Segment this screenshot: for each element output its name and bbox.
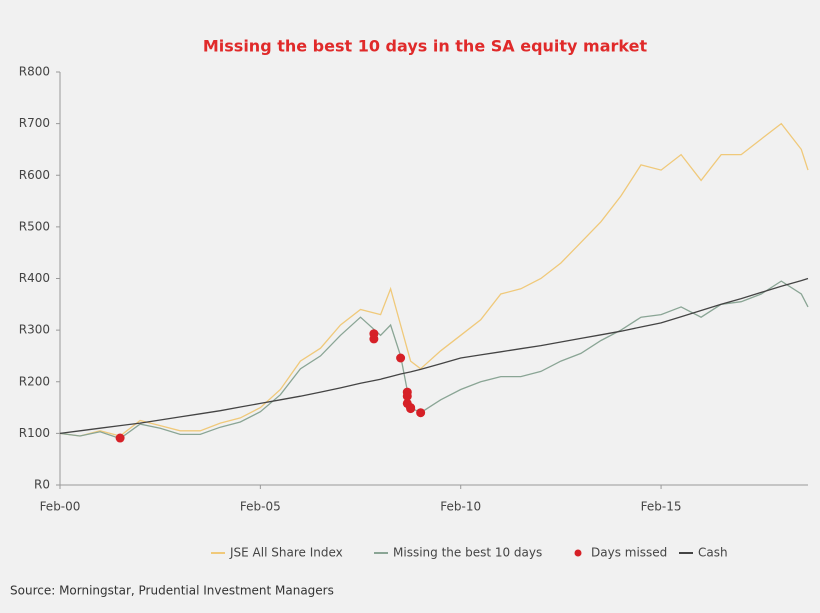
x-tick-label: Feb-15 — [641, 500, 682, 514]
y-tick-label: R400 — [19, 271, 50, 285]
legend-label: Missing the best 10 days — [393, 546, 542, 560]
legend-swatch — [574, 549, 582, 557]
x-tick-label: Feb-10 — [440, 500, 481, 514]
series-line — [59, 280, 809, 440]
source: Source: Morningstar, Prudential Investme… — [10, 584, 334, 598]
legend-label: Days missed — [591, 546, 667, 560]
y-tick-label: R0 — [34, 478, 50, 492]
series-line — [59, 122, 809, 437]
y-tick-label: R600 — [19, 168, 50, 182]
x-tick-label: Feb-00 — [40, 500, 81, 514]
missed-day-dot — [115, 433, 125, 443]
missed-day-dot — [402, 391, 412, 401]
missed-day-dot — [369, 334, 379, 344]
y-tick-label: R800 — [19, 65, 50, 79]
y-tick-label: R500 — [19, 219, 50, 233]
y-tick-label: R300 — [19, 323, 50, 337]
y-tick-label: R100 — [19, 426, 50, 440]
missed-day-dot — [396, 353, 406, 363]
chart-title: Missing the best 10 days in the SA equit… — [203, 37, 648, 56]
y-tick-label: R700 — [19, 116, 50, 130]
legend-label: JSE All Share Index — [229, 546, 343, 560]
missed-day-dot — [416, 408, 426, 418]
legend-label: Cash — [698, 546, 728, 560]
x-tick-label: Feb-05 — [240, 500, 281, 514]
series-line — [59, 277, 809, 435]
missed-day-dot — [406, 404, 416, 414]
y-tick-label: R200 — [19, 374, 50, 388]
